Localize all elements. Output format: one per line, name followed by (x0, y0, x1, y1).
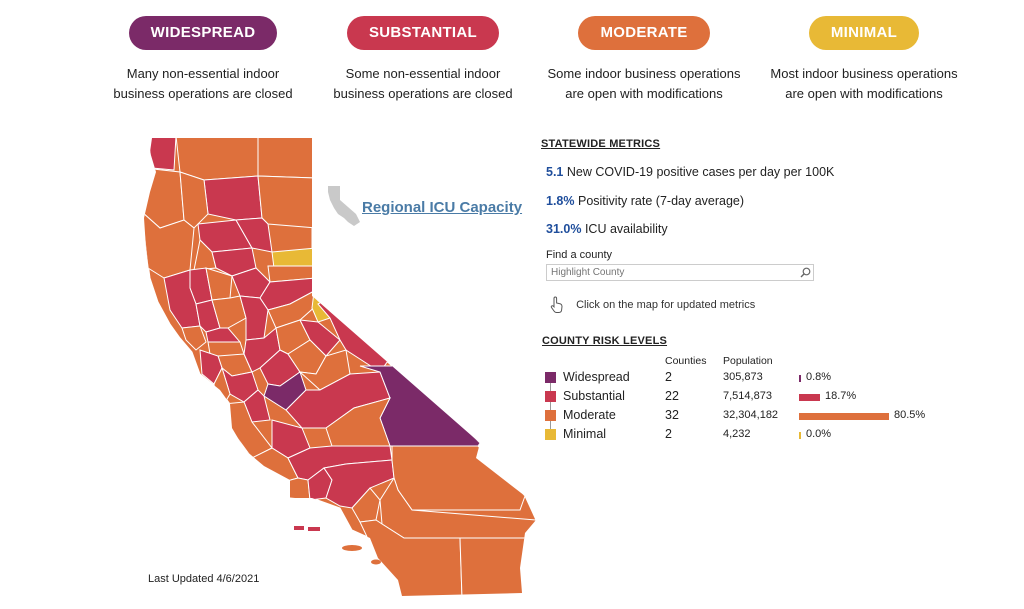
island-catalina (342, 545, 362, 551)
risk-counties: 22 (665, 389, 679, 403)
minimal-swatch (545, 429, 556, 440)
risk-bar (799, 375, 801, 382)
risk-pct: 0.0% (806, 428, 832, 440)
risk-population: 32,304,182 (723, 409, 779, 421)
click-hint: Click on the map for updated metrics (549, 296, 755, 314)
substantial-swatch (545, 391, 556, 402)
metric-value: 1.8% (546, 194, 575, 208)
tier-minimal: MINIMAL Most indoor business operations … (754, 0, 974, 104)
risk-population: 4,232 (723, 428, 751, 440)
county-imperial[interactable] (459, 537, 529, 598)
tier-desc-line: Most indoor business operations (770, 66, 958, 81)
tier-pill: MODERATE (578, 16, 710, 50)
tier-desc-line: Many non-essential indoor (126, 66, 280, 81)
tier-description: Many non-essential indoor business opera… (93, 64, 313, 104)
moderate-swatch (545, 410, 556, 421)
island-santa-cruz (308, 527, 320, 531)
tier-description: Some non-essential indoor business opera… (313, 64, 533, 104)
metric-label: Positivity rate (7-day average) (577, 194, 745, 208)
county-del-norte[interactable] (147, 136, 177, 171)
risk-name: Moderate (563, 408, 616, 422)
pointer-hand-icon (550, 296, 563, 313)
tier-desc-line: Some non-essential indoor (345, 66, 501, 81)
county-plumas[interactable] (235, 217, 273, 253)
last-updated-text: Last Updated 4/6/2021 (148, 573, 260, 585)
widespread-swatch (545, 372, 556, 383)
metric-label: ICU availability (584, 222, 668, 236)
swatch-connector (550, 380, 551, 436)
metric-value: 31.0% (546, 222, 582, 236)
tier-substantial: SUBSTANTIAL Some non-essential indoor bu… (313, 0, 533, 104)
risk-pct: 80.5% (894, 409, 926, 421)
california-county-map[interactable] (140, 128, 540, 598)
statewide-metrics-title: STATEWIDE METRICS (541, 138, 661, 150)
county-marin[interactable] (181, 325, 207, 351)
county-modoc[interactable] (257, 136, 317, 179)
risk-name: Widespread (563, 370, 630, 384)
column-header-population: Population (723, 355, 773, 367)
metrics-panel: STATEWIDE METRICS 5.1 New COVID-19 posit… (541, 138, 941, 441)
tier-pill: SUBSTANTIAL (346, 16, 499, 50)
county-trinity[interactable] (179, 171, 209, 229)
risk-pct: 18.7% (825, 390, 857, 402)
risk-name: Minimal (563, 427, 607, 441)
tier-description: Some indoor business operations are open… (534, 64, 754, 104)
county-risk-levels-title: COUNTY RISK LEVELS (542, 335, 668, 347)
metric-label: New COVID-19 positive cases per day per … (566, 165, 835, 179)
tier-desc-line: Some indoor business operations (547, 66, 741, 81)
tier-pill: MINIMAL (808, 16, 920, 50)
metric-value: 5.1 (546, 165, 564, 179)
county-shasta[interactable] (203, 175, 263, 221)
channel-islands (294, 526, 381, 565)
tier-desc-line: are open with modifications (565, 86, 723, 101)
risk-name: Substantial (563, 389, 625, 403)
risk-bar (799, 413, 889, 420)
risk-bar (799, 432, 801, 439)
tier-desc-line: business operations are closed (333, 86, 513, 101)
metric-positivity: 1.8% Positivity rate (7-day average) (546, 194, 744, 208)
regional-icu-capacity-link[interactable]: Regional ICU Capacity (362, 199, 523, 216)
county-san-bernardino[interactable] (391, 445, 526, 511)
county-search-input[interactable] (546, 264, 814, 281)
island-san-clemente (371, 559, 381, 565)
county-mendocino[interactable] (142, 210, 195, 279)
county-orange[interactable] (351, 487, 381, 523)
tier-desc-line: business operations are closed (113, 86, 293, 101)
risk-counties: 32 (665, 408, 679, 422)
county-tuolumne[interactable] (299, 319, 341, 357)
risk-counties: 2 (665, 370, 672, 384)
county-sierra[interactable] (271, 247, 317, 269)
county-lassen[interactable] (257, 175, 317, 229)
click-hint-text: Click on the map for updated metrics (576, 298, 756, 311)
search-icon[interactable] (800, 267, 811, 278)
risk-counties: 2 (665, 427, 672, 441)
tier-description: Most indoor business operations are open… (754, 64, 974, 104)
risk-population: 305,873 (723, 371, 763, 383)
tier-widespread: WIDESPREAD Many non-essential indoor bus… (93, 0, 313, 104)
tier-desc-line: are open with modifications (785, 86, 943, 101)
column-header-counties: Counties (665, 355, 707, 367)
california-mini-icon[interactable] (326, 184, 362, 228)
county-siskiyou[interactable] (175, 136, 259, 181)
island-santa-rosa (294, 526, 304, 530)
tier-moderate: MODERATE Some indoor business operations… (534, 0, 754, 104)
risk-bar (799, 394, 820, 401)
risk-pct: 0.8% (806, 371, 832, 383)
tier-pill: WIDESPREAD (128, 16, 278, 50)
find-county-label: Find a county (546, 249, 613, 261)
metric-cases: 5.1 New COVID-19 positive cases per day … (546, 165, 834, 179)
metric-icu: 31.0% ICU availability (546, 222, 668, 236)
risk-population: 7,514,873 (723, 390, 772, 402)
